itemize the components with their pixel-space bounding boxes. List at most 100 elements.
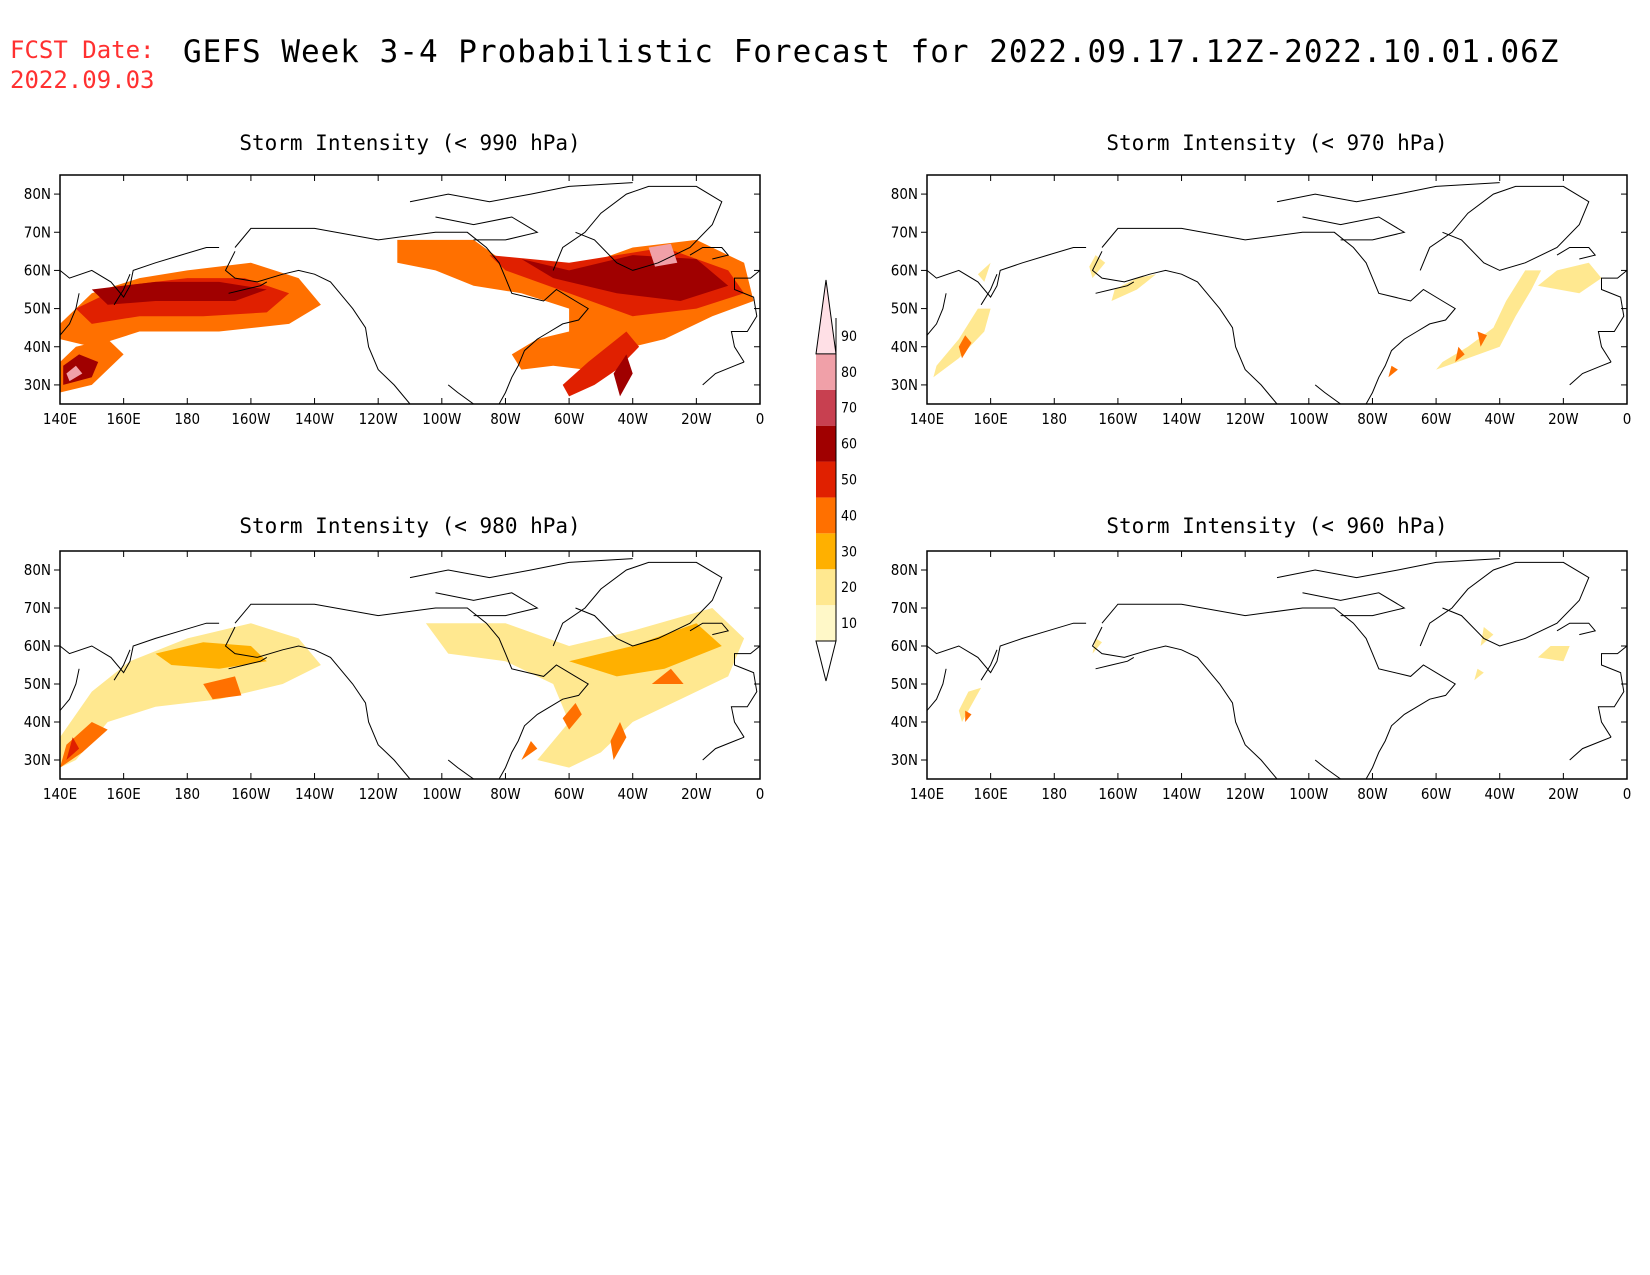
- coastline: [447, 759, 474, 779]
- colorbar-label: 10: [841, 616, 857, 632]
- probability-region: [562, 703, 582, 730]
- coastline: [1597, 270, 1627, 363]
- coastline: [980, 649, 998, 681]
- colorbar-swatch: [816, 497, 836, 534]
- map-panel-p970: [927, 182, 1627, 404]
- fcst-date-label: FCST Date:: [10, 36, 155, 64]
- colorbar: 10 20 30 40 50 60 70 80 90: [815, 279, 857, 682]
- map-frame: [926, 550, 1628, 780]
- map-frame: [59, 550, 761, 780]
- lon-label: 140W: [295, 785, 334, 803]
- lon-label: 20W: [1548, 785, 1579, 803]
- map-panel-p980: [60, 558, 760, 779]
- probability-region: [569, 623, 722, 677]
- coastline: [1101, 227, 1456, 404]
- coastline: [1302, 592, 1406, 617]
- colorbar-label: 70: [841, 401, 857, 417]
- coastline: [552, 185, 723, 271]
- lat-label: 60N: [891, 261, 918, 279]
- lon-label: 160W: [1098, 410, 1137, 428]
- lat-label: 40N: [891, 713, 918, 731]
- probability-region: [1436, 270, 1542, 370]
- lon-label: 80W: [490, 785, 521, 803]
- lon-label: 60W: [554, 410, 585, 428]
- colorbar-swatch: [816, 461, 836, 498]
- colorbar-swatch: [816, 425, 836, 462]
- lon-label: 20W: [1548, 410, 1579, 428]
- lon-label: 120W: [1226, 410, 1265, 428]
- coastline: [730, 270, 760, 363]
- page-title: GEFS Week 3-4 Probabilistic Forecast for…: [183, 34, 1560, 70]
- lat-label: 60N: [24, 637, 51, 655]
- colorbar-swatch: [816, 569, 836, 606]
- coastline: [730, 645, 760, 738]
- coastline: [1095, 656, 1135, 670]
- map-panel-p960: [927, 558, 1627, 779]
- coastline: [1095, 281, 1135, 294]
- coastline: [60, 293, 80, 336]
- lon-label: 160E: [106, 410, 140, 428]
- lon-label: 140E: [910, 410, 944, 428]
- coastline: [113, 649, 131, 681]
- probability-region: [203, 676, 242, 700]
- coastline: [1302, 216, 1406, 241]
- lat-label: 40N: [24, 713, 51, 731]
- lon-label: 140E: [43, 785, 77, 803]
- map-panel-p990: [60, 182, 760, 404]
- lon-label: 120W: [359, 410, 398, 428]
- lat-label: 30N: [24, 751, 51, 769]
- lon-label: 160W: [1098, 785, 1137, 803]
- colorbar-swatch: [816, 533, 836, 570]
- coastline: [689, 622, 730, 636]
- lon-label: 120W: [359, 785, 398, 803]
- lat-label: 80N: [891, 185, 918, 203]
- coastline: [927, 622, 1087, 674]
- colorbar-label: 90: [841, 329, 857, 345]
- lon-label: 140E: [43, 410, 77, 428]
- lon-label: 160E: [106, 785, 140, 803]
- lon-label: 100W: [1289, 410, 1328, 428]
- lon-label: 100W: [422, 785, 461, 803]
- coastline: [689, 247, 730, 260]
- probability-region: [1537, 646, 1570, 662]
- coastline: [228, 656, 268, 670]
- probability-region: [91, 281, 267, 305]
- colorbar-label: 80: [841, 365, 857, 381]
- lon-label: 180: [1041, 410, 1067, 428]
- coastline: [224, 251, 411, 404]
- colorbar-label: 30: [841, 544, 857, 560]
- coastline: [60, 247, 220, 298]
- coastline: [1569, 361, 1612, 386]
- lon-label: 160E: [973, 785, 1007, 803]
- probability-region: [60, 722, 108, 768]
- lon-label: 160E: [973, 410, 1007, 428]
- lon-label: 180: [1041, 785, 1067, 803]
- coastline: [1556, 622, 1597, 636]
- probability-region: [1477, 331, 1487, 347]
- probability-region: [651, 668, 684, 684]
- lon-label: 80W: [1357, 785, 1388, 803]
- probability-region: [958, 687, 982, 722]
- lat-label: 80N: [891, 561, 918, 579]
- lat-label: 70N: [24, 223, 51, 241]
- probability-region: [60, 623, 321, 768]
- map-frame: [926, 174, 1628, 405]
- coastline: [1101, 603, 1456, 779]
- coastline: [234, 603, 589, 779]
- coastline: [927, 293, 947, 336]
- colorbar-swatch: [816, 389, 836, 426]
- probability-region: [648, 243, 678, 267]
- lon-label: 40W: [617, 785, 648, 803]
- lat-label: 70N: [891, 223, 918, 241]
- lon-label: 20W: [681, 785, 712, 803]
- probability-region: [977, 262, 991, 282]
- lon-label: 160W: [231, 410, 270, 428]
- coastline: [60, 622, 220, 674]
- lon-label: 40W: [617, 410, 648, 428]
- probability-region: [1111, 274, 1157, 301]
- coastline: [435, 216, 539, 241]
- coastline: [1276, 558, 1500, 579]
- probability-region: [1537, 262, 1602, 294]
- lon-label: 140E: [910, 785, 944, 803]
- coastline: [1091, 626, 1278, 779]
